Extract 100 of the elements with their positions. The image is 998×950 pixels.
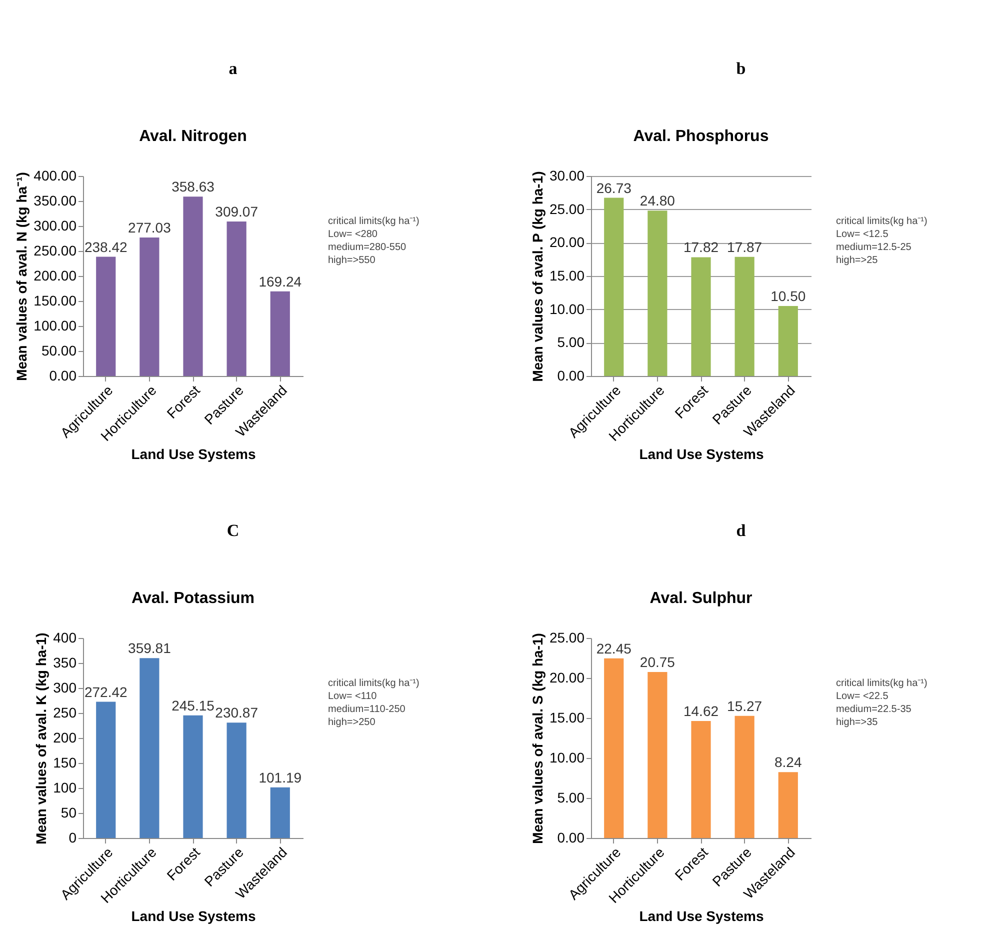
text: Low= <12.5 <box>836 229 889 240</box>
text: b <box>736 59 746 78</box>
text: critical limits(kg ha⁻¹) <box>328 216 420 227</box>
data-label: 22.45 <box>596 640 632 656</box>
data-label: 359.81 <box>128 640 172 656</box>
data-label: 17.87 <box>727 238 762 255</box>
text: medium=12.5-25 <box>836 242 912 253</box>
data-label: 8.24 <box>774 754 802 770</box>
bar <box>270 291 290 376</box>
text: critical limits(kg ha⁻¹) <box>836 678 928 689</box>
y-tick-label: 350.00 <box>34 192 77 208</box>
text: medium=280-550 <box>328 242 407 253</box>
bar <box>604 658 624 838</box>
y-tick-label: 5.00 <box>557 334 585 350</box>
y-axis-title: Mean values of aval. N (kg ha⁻¹) <box>14 172 30 381</box>
data-label: 230.87 <box>215 704 258 721</box>
bar <box>734 256 754 376</box>
bar <box>778 772 798 838</box>
y-tick-label: 150.00 <box>34 292 77 308</box>
x-axis-title: Land Use Systems <box>131 908 256 924</box>
data-label: 101.19 <box>258 769 302 786</box>
y-tick-label: 25.00 <box>549 630 585 646</box>
bar <box>691 721 711 838</box>
y-tick-label: 100.00 <box>34 318 77 334</box>
y-tick-label: 350 <box>53 654 77 670</box>
y-tick-label: 30.00 <box>549 168 585 184</box>
y-tick-label: 20.00 <box>549 670 585 686</box>
text: medium=110-250 <box>328 704 406 715</box>
data-label: 26.73 <box>596 180 632 196</box>
bar <box>140 658 160 838</box>
y-tick-label: 25.00 <box>549 200 585 217</box>
bar <box>778 306 798 376</box>
y-tick-label: 50 <box>60 804 77 820</box>
data-label: 17.82 <box>683 239 719 256</box>
data-label: 14.62 <box>683 703 719 720</box>
y-tick-label: 0.00 <box>49 368 77 384</box>
bar <box>226 221 246 376</box>
data-label: 358.63 <box>172 178 215 195</box>
y-tick-label: 5.00 <box>557 790 585 806</box>
y-tick-label: 300.00 <box>34 218 77 234</box>
y-tick-label: 400.00 <box>34 168 77 184</box>
y-tick-label: 100 <box>53 780 77 796</box>
chart-title: Aval. Sulphur <box>650 590 752 607</box>
data-label: 238.42 <box>84 238 128 255</box>
bar <box>648 210 668 376</box>
text: medium=22.5-35 <box>836 704 912 715</box>
y-tick-label: 15.00 <box>549 268 585 284</box>
y-tick-label: 200 <box>53 730 77 746</box>
y-tick-label: 10.00 <box>549 300 585 317</box>
y-axis-title: Mean values of aval. K (kg ha-1) <box>33 632 50 844</box>
y-tick-label: 150 <box>53 754 77 770</box>
text: Low= <110 <box>328 691 378 702</box>
y-tick-label: 200.00 <box>34 268 77 284</box>
y-tick-label: 250 <box>53 704 77 720</box>
text: critical limits(kg ha⁻¹) <box>836 216 928 227</box>
text: high=>550 <box>328 255 376 266</box>
y-tick-label: 10.00 <box>549 750 585 766</box>
text: d <box>736 521 746 540</box>
bar <box>183 715 203 838</box>
data-label: 169.24 <box>258 273 302 290</box>
data-label: 20.75 <box>640 654 676 670</box>
bar <box>140 237 160 376</box>
y-tick-label: 0.00 <box>557 830 585 846</box>
bar <box>270 787 290 838</box>
data-label: 277.03 <box>128 219 172 236</box>
text: critical limits(kg ha⁻¹) <box>328 678 420 689</box>
text: high=>35 <box>836 717 878 728</box>
x-axis-title: Land Use Systems <box>639 908 764 924</box>
chart-title: Aval. Nitrogen <box>139 128 247 145</box>
bar <box>648 672 668 838</box>
bar <box>734 716 754 838</box>
chart-title: Aval. Phosphorus <box>633 128 769 145</box>
text: a <box>228 59 238 78</box>
y-tick-label: 0 <box>68 830 77 846</box>
bar <box>96 702 116 838</box>
data-label: 10.50 <box>770 288 806 304</box>
text: high=>25 <box>836 255 878 266</box>
data-label: 272.42 <box>84 684 128 700</box>
bar <box>226 722 246 838</box>
text: C <box>226 521 240 540</box>
y-tick-label: 300 <box>53 680 77 696</box>
bar <box>96 256 116 376</box>
y-tick-label: 15.00 <box>549 710 585 726</box>
bar <box>691 257 711 376</box>
chart-title: Aval. Potassium <box>131 590 255 607</box>
text: Low= <280 <box>328 229 378 240</box>
text: Low= <22.5 <box>836 691 889 702</box>
y-tick-label: 0.00 <box>557 368 585 384</box>
data-label: 245.15 <box>172 697 215 714</box>
y-tick-label: 400 <box>53 630 77 646</box>
y-tick-label: 20.00 <box>549 234 585 250</box>
bar <box>183 196 203 376</box>
x-axis-title: Land Use Systems <box>131 446 256 462</box>
text: high=>250 <box>328 717 376 728</box>
y-tick-label: 250.00 <box>34 242 77 258</box>
data-label: 15.27 <box>727 698 762 714</box>
y-axis-title: Mean values of aval. S (kg ha-1) <box>529 633 546 844</box>
data-label: 24.80 <box>640 192 676 209</box>
y-axis-title: Mean values of aval. P (kg ha-1) <box>529 171 546 382</box>
data-label: 309.07 <box>215 203 258 220</box>
